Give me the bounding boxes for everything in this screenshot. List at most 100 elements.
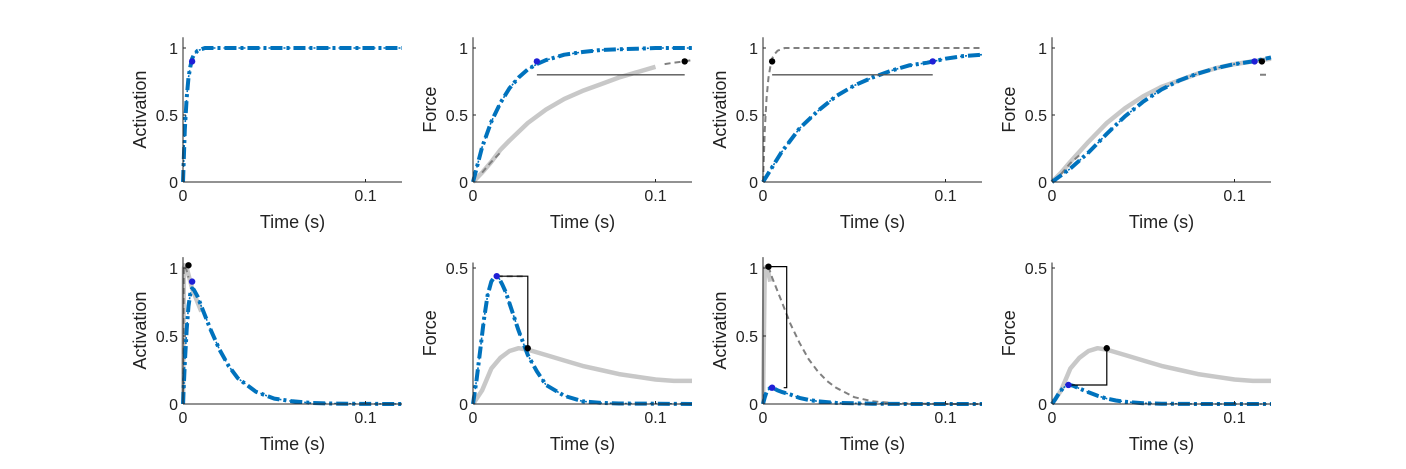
x-tick-label: 0 [759, 188, 768, 205]
plot-area [761, 264, 982, 406]
plot-area [1050, 345, 1271, 406]
plot-area [181, 263, 403, 406]
chart-panel-7: 0 0.1 0 0.5 1 Time (s) Activation [710, 257, 982, 454]
y-tick-label: 0 [169, 397, 178, 414]
y-axis-label: Force [999, 310, 1019, 356]
marker-data-1 [768, 58, 776, 65]
y-tick-label: 0 [169, 175, 178, 192]
series-model-line-2 [1050, 383, 1271, 406]
y-tick-label: 0 [459, 175, 468, 192]
y-tick-label: 0.5 [1025, 261, 1047, 278]
series-data-line-1 [761, 264, 773, 405]
x-axis-label: Time (s) [260, 434, 325, 454]
y-tick-label: 0.5 [1025, 108, 1047, 125]
plot-area [471, 46, 693, 184]
x-axis-label: Time (s) [1129, 434, 1194, 454]
x-axis-label: Time (s) [840, 434, 905, 454]
x-tick-label: 0.1 [644, 188, 666, 205]
series-model-line-4-overlay [1051, 56, 1272, 183]
marker-model-1 [533, 58, 541, 65]
chart-panel-1: 0 0.1 0 0.5 1 Time (s) Activation [130, 37, 402, 232]
y-tick-label: 0.5 [156, 108, 178, 125]
marker-model-2 [188, 278, 196, 285]
series-model-line-4-overlay [472, 47, 692, 183]
x-tick-label: 0.1 [1223, 410, 1245, 427]
x-tick-label: 0 [179, 188, 188, 205]
peak-bracket [768, 266, 788, 389]
y-tick-label: 1 [459, 41, 468, 58]
series-data-line-1 [1050, 345, 1271, 406]
series-data-line-1 [1050, 56, 1272, 184]
y-tick-label: 0.5 [446, 261, 468, 278]
y-tick-label: 0 [749, 175, 758, 192]
plot-area [761, 47, 983, 184]
chart-panel-4: 0 0.1 0 0.5 1 Time (s) Force [999, 37, 1272, 232]
x-tick-label: 0.1 [934, 410, 956, 427]
x-axis-label: Time (s) [550, 212, 615, 232]
y-axis-label: Activation [710, 292, 730, 370]
y-axis-label: Force [420, 87, 440, 133]
x-axis-label: Time (s) [1129, 212, 1194, 232]
plot-area [471, 274, 693, 406]
series-reference-line-1 [762, 47, 982, 183]
y-tick-label: 1 [749, 261, 758, 278]
chart-panel-2: 0 0.1 0 0.5 1 Time (s) Force [420, 37, 693, 232]
y-axis-label: Activation [130, 71, 150, 149]
y-tick-label: 0 [459, 397, 468, 414]
x-tick-label: 0 [759, 410, 768, 427]
series-model-line-4 [1050, 55, 1272, 184]
y-axis-label: Activation [130, 292, 150, 370]
plot-area [1050, 55, 1272, 184]
marker-data-2 [524, 345, 531, 352]
series-reference-line-2 [182, 264, 190, 405]
series-model-line-3 [181, 286, 403, 406]
series-model-line-2-overlay [1051, 384, 1271, 405]
y-tick-label: 1 [749, 41, 758, 58]
x-tick-label: 0.1 [354, 188, 376, 205]
series-reference-line-2 [481, 151, 502, 174]
series-model-line-4 [471, 46, 692, 183]
series-model-line-1-overlay [182, 47, 402, 183]
marker-model-1 [188, 58, 196, 65]
marker-model-2 [768, 384, 776, 391]
marker-data-2 [1103, 345, 1110, 352]
x-axis-label: Time (s) [260, 212, 325, 232]
y-axis-label: Force [999, 87, 1019, 133]
series-model-line-3-overlay [182, 287, 403, 405]
series-model-line-1 [181, 46, 402, 183]
y-tick-label: 1 [1038, 41, 1047, 58]
x-tick-label: 0.1 [1223, 188, 1245, 205]
y-tick-label: 1 [169, 261, 178, 278]
x-tick-label: 0 [179, 410, 188, 427]
x-tick-label: 0 [1048, 188, 1057, 205]
y-tick-label: 0.5 [736, 329, 758, 346]
x-axis-label: Time (s) [840, 212, 905, 232]
series-model-line-2 [761, 52, 983, 184]
y-tick-label: 0.5 [736, 108, 758, 125]
y-tick-label: 1 [169, 41, 178, 58]
series-model-line-3 [471, 274, 693, 406]
marker-data-1 [765, 263, 772, 270]
x-tick-label: 0 [469, 410, 478, 427]
x-axis-label: Time (s) [550, 434, 615, 454]
marker-data-2 [681, 58, 688, 65]
y-tick-label: 0 [1038, 175, 1047, 192]
marker-model-1 [493, 272, 500, 280]
x-tick-label: 0.1 [354, 410, 376, 427]
plot-area [181, 46, 402, 183]
y-tick-label: 0 [1038, 397, 1047, 414]
series-model-line-3-overlay [472, 275, 693, 405]
x-tick-label: 0.1 [644, 410, 666, 427]
x-tick-label: 0.1 [934, 188, 956, 205]
series-reference-line-2 [767, 266, 982, 405]
series-model-line-3 [761, 385, 982, 406]
chart-panel-8: 0 0.1 0 0.5 Time (s) Force [999, 261, 1271, 454]
chart-panel-3: 0 0.1 0 0.5 1 Time (s) Activation [710, 37, 983, 232]
y-tick-label: 0 [749, 397, 758, 414]
marker-model-1 [1065, 381, 1072, 389]
series-reference-line-2 [1060, 154, 1081, 175]
series-reference-line-3 [664, 59, 693, 66]
series-model-line-2-overlay [762, 53, 983, 183]
y-axis-label: Force [420, 310, 440, 356]
